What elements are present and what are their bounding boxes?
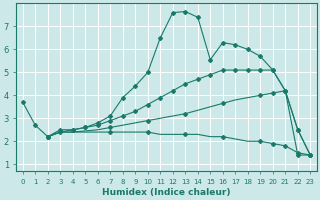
X-axis label: Humidex (Indice chaleur): Humidex (Indice chaleur)	[102, 188, 231, 197]
